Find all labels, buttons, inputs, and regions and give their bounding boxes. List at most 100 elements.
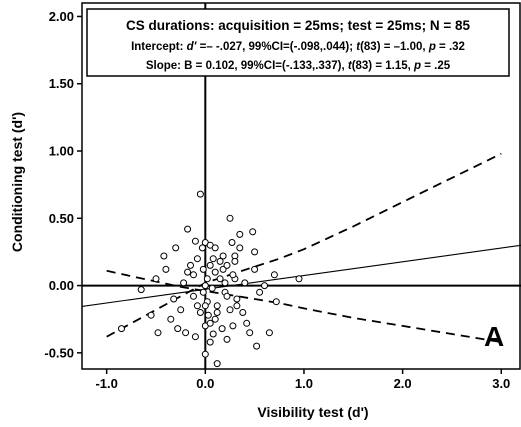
data-point [154,329,162,337]
fit-lines [81,152,521,343]
data-point [162,265,170,273]
annotation-line-2: Intercept: d' =– -.027, 99%CI=(-.098,.04… [131,41,465,53]
annotation-text-part: p [413,60,421,72]
data-point [152,275,160,283]
x-tick-label: 1.0 [295,376,313,391]
data-point [272,298,280,306]
y-axis-title: Conditioning test (d') [9,112,25,252]
data-point [184,225,192,233]
data-point [213,302,221,310]
data-point [223,261,231,269]
data-point [261,282,268,290]
x-tick-label: -1.0 [95,376,117,391]
annotation-text-part: =– -.027, 99%CI=(-.098,.044); [196,41,356,53]
data-point [213,360,221,368]
data-point [251,248,259,256]
panel-label: A [484,321,504,352]
data-point [236,230,244,238]
annotation-text-part: (83) = 1.15, [352,60,414,72]
data-point [265,329,273,337]
data-point [216,275,224,283]
annotation-frame [86,8,510,77]
data-point [196,190,204,198]
data-point [177,306,185,314]
y-tick-label: 1.00 [49,144,74,159]
data-point [209,330,217,338]
data-point [137,286,145,294]
data-point [204,311,212,319]
annotation-text-part: = .25 [421,60,451,72]
data-point [191,333,199,341]
data-point [256,288,264,296]
axis-ticks: -1.0 0.0 1.0 2.0 3.0 -0.50 0.00 0.50 1.00 1.50 2.0… [44,9,510,391]
data-point [216,257,224,265]
data-point [199,265,207,273]
data-point [199,288,207,296]
y-tick-label: 2.00 [49,9,74,24]
data-point [226,306,234,314]
data-point [206,261,214,269]
data-point [167,315,175,323]
x-tick-label: 3.0 [492,376,510,391]
data-point [209,255,217,263]
y-tick-label: 0.00 [49,278,74,293]
x-axis-title: Visibility test (d') [257,404,368,420]
data-point [229,322,237,330]
data-point [295,275,303,283]
data-point [190,292,197,300]
annotation-line-3: Slope: B = 0.102, 99%CI=(-.133,.337), t(… [146,60,451,72]
annotation-text-part: t [348,60,353,72]
data-point [233,295,241,303]
data-point [184,268,192,276]
x-tick-label: 0.0 [196,376,214,391]
annotation-text-part: d' [187,41,198,53]
data-point [172,244,180,252]
y-tick-label: -0.50 [44,345,74,360]
data-point [229,271,237,279]
data-point [118,325,125,333]
data-point [251,265,259,273]
plot-frame [81,2,521,370]
data-point [221,279,229,287]
data-point [193,255,201,263]
data-point [241,279,249,287]
data-point [219,252,227,260]
data-point [174,325,182,333]
data-point [239,309,247,316]
data-point [249,228,257,236]
data-point [213,309,221,316]
data-point [226,214,234,222]
data-point [243,319,251,327]
data-point [231,257,239,265]
x-tick-label: 2.0 [394,376,412,391]
data-point [201,350,209,358]
annotation-text-part: t [356,41,361,53]
data-point [147,311,155,319]
data-point [196,309,204,316]
data-point [187,261,194,269]
data-point [191,237,199,245]
data-point [203,275,211,283]
data-point [236,244,244,252]
data-point [211,268,219,276]
data-point [170,295,178,303]
annotation-text-part: Slope: B = 0.102, 99%CI=(-.133,.337), [146,60,348,72]
data-point [201,282,209,290]
annotation-text-part: Intercept: [131,41,187,53]
y-tick-label: 1.50 [49,76,74,91]
annotation-text-part: (83) = –1.00, [360,41,429,53]
data-point [218,325,226,333]
data-point [253,342,261,350]
data-point [180,279,188,287]
regression-line [81,244,521,307]
annotation-text-part: p [428,41,436,53]
annotation-line-1: CS durations: acquisition = 25ms; test =… [126,18,470,33]
data-point [211,244,219,252]
annotation-text-part: = .32 [436,41,465,53]
data-point [223,292,231,300]
plot-border [81,2,521,370]
data-point [193,302,201,310]
data-point [211,315,219,323]
data-point [223,335,231,343]
